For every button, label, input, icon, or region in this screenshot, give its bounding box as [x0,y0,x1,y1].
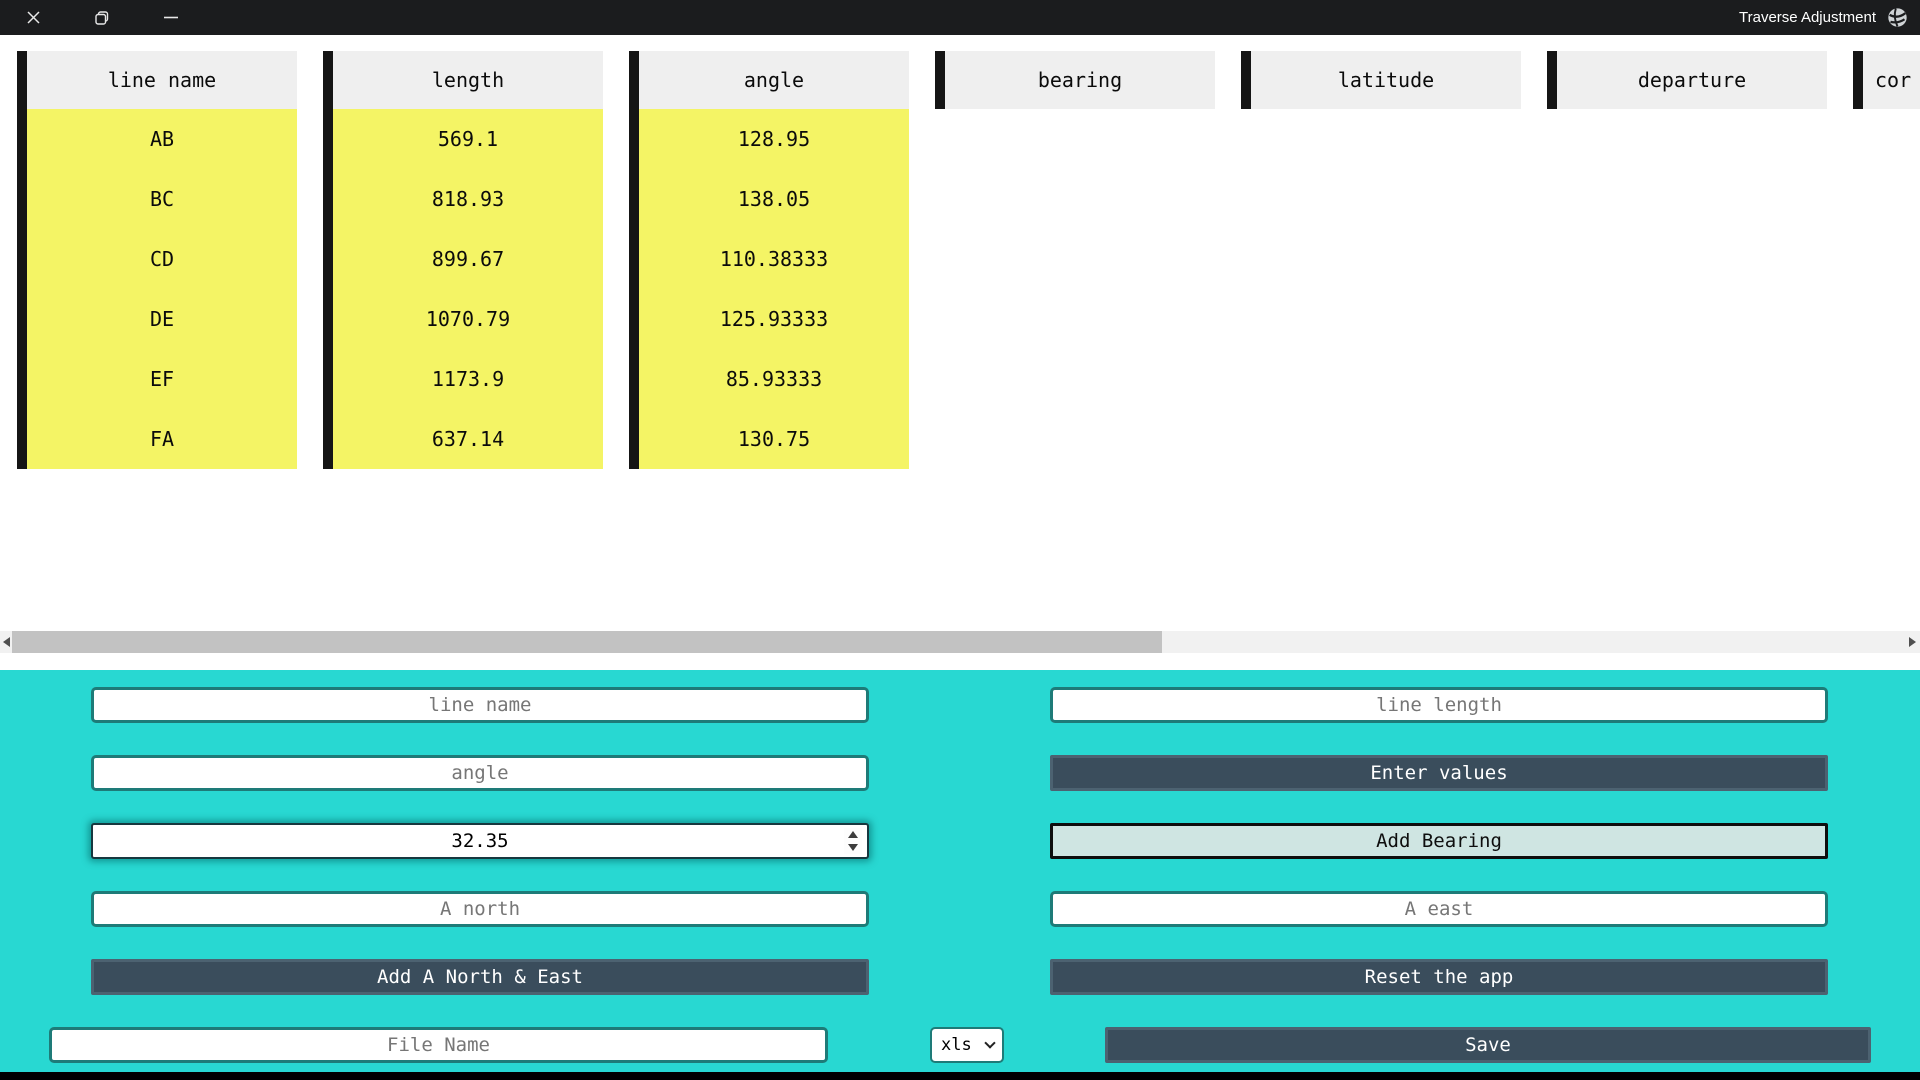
column-cor: cor [1853,51,1920,469]
table-cell: 128.95 [737,127,811,151]
table-cell: 125.93333 [719,307,829,331]
table-cell: 637.14 [431,427,505,451]
minimize-button[interactable] [148,0,194,35]
reset-app-button[interactable]: Reset the app [1050,959,1828,995]
close-button[interactable] [10,0,56,35]
column-latitude: latitude [1241,51,1521,469]
table-cell: FA [149,427,175,451]
file-name-input[interactable] [49,1027,828,1063]
table-cell: 1070.79 [425,307,511,331]
restore-icon [95,10,109,25]
angle-spinbox-input[interactable] [91,823,869,859]
control-panel: Enter values Add Bearing Add A North & E… [0,670,1920,1072]
file-format-select[interactable]: xls [930,1027,1004,1063]
scrollbar-right-arrow-icon[interactable] [1909,637,1916,647]
table-cell: 569.1 [437,127,499,151]
spin-down-icon[interactable] [848,844,858,851]
a-north-input[interactable] [91,891,869,927]
app-title: Traverse Adjustment [1739,9,1876,26]
column-cells-length: 569.1 818.93 899.67 1070.79 1173.9 637.14 [323,109,603,469]
spinbox-stepper[interactable] [844,828,862,854]
table-cell: BC [149,187,175,211]
bottom-edge-strip [0,1072,1920,1080]
table-cell: 899.67 [431,247,505,271]
table-cell: 1173.9 [431,367,505,391]
table-cell: AB [149,127,175,151]
add-a-north-east-button[interactable]: Add A North & East [91,959,869,995]
line-name-input[interactable] [91,687,869,723]
column-header-cor: cor [1853,51,1920,109]
add-bearing-button[interactable]: Add Bearing [1050,823,1828,859]
column-header-departure: departure [1547,51,1827,109]
table-cell: 85.93333 [725,367,823,391]
line-length-input[interactable] [1050,687,1828,723]
angle-spinbox[interactable] [91,823,869,859]
table-cell: 138.05 [737,187,811,211]
column-cells-line-name: AB BC CD DE EF FA [17,109,297,469]
scrollbar-left-arrow-icon[interactable] [3,637,10,647]
globe-icon [1888,8,1907,27]
horizontal-scrollbar[interactable] [0,631,1920,653]
column-bearing: bearing [935,51,1215,469]
angle-input[interactable] [91,755,869,791]
column-departure: departure [1547,51,1827,469]
scrollbar-thumb[interactable] [12,631,1162,653]
column-length: length 569.1 818.93 899.67 1070.79 1173.9 637.… [323,51,603,469]
column-header-line-name: line name [17,51,297,109]
column-cells-angle: 128.95 138.05 110.38333 125.93333 85.93333 13… [629,109,909,469]
enter-values-button[interactable]: Enter values [1050,755,1828,791]
table-cell: 110.38333 [719,247,829,271]
column-header-angle: angle [629,51,909,109]
column-header-latitude: latitude [1241,51,1521,109]
table-cell: DE [149,307,175,331]
save-button[interactable]: Save [1105,1027,1871,1063]
close-icon [26,11,40,24]
minimize-icon [164,16,178,19]
table-cell: EF [149,367,175,391]
a-east-input[interactable] [1050,891,1828,927]
column-line-name: line name AB BC CD DE EF FA [17,51,297,469]
restore-button[interactable] [79,0,125,35]
titlebar: Traverse Adjustment [0,0,1920,35]
column-angle: angle 128.95 138.05 110.38333 125.93333 85.93… [629,51,909,469]
table-cell: CD [149,247,175,271]
column-header-length: length [323,51,603,109]
table-cell: 818.93 [431,187,505,211]
table-cell: 130.75 [737,427,811,451]
column-header-bearing: bearing [935,51,1215,109]
chevron-down-icon [984,1037,996,1049]
spin-up-icon[interactable] [848,831,858,838]
traverse-table: line name AB BC CD DE EF FA length 569.1 818.93 89… [17,51,1920,469]
file-format-value: xls [941,1035,972,1055]
